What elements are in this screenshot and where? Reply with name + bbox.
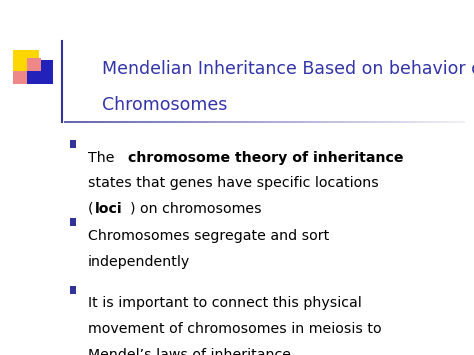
Text: The: The (88, 151, 118, 165)
FancyBboxPatch shape (70, 218, 76, 226)
Text: It is important to connect this physical: It is important to connect this physical (88, 296, 362, 310)
Text: states that genes have specific locations: states that genes have specific location… (88, 176, 378, 190)
FancyBboxPatch shape (13, 50, 39, 75)
Text: Chromosomes: Chromosomes (102, 96, 228, 114)
Text: movement of chromosomes in meiosis to: movement of chromosomes in meiosis to (88, 322, 381, 336)
Text: Mendelian Inheritance Based on behavior of: Mendelian Inheritance Based on behavior … (102, 60, 474, 78)
Text: ) on chromosomes: ) on chromosomes (130, 202, 262, 216)
Text: chromosome theory of inheritance: chromosome theory of inheritance (128, 151, 403, 165)
FancyBboxPatch shape (27, 60, 53, 84)
Text: (: ( (88, 202, 93, 216)
FancyBboxPatch shape (13, 71, 27, 84)
Text: loci: loci (95, 202, 122, 216)
Text: independently: independently (88, 255, 190, 268)
FancyBboxPatch shape (70, 286, 76, 294)
Text: Chromosomes segregate and sort: Chromosomes segregate and sort (88, 229, 329, 243)
Text: Mendel’s laws of inheritance: Mendel’s laws of inheritance (88, 348, 291, 355)
FancyBboxPatch shape (70, 140, 76, 148)
FancyBboxPatch shape (27, 58, 41, 71)
